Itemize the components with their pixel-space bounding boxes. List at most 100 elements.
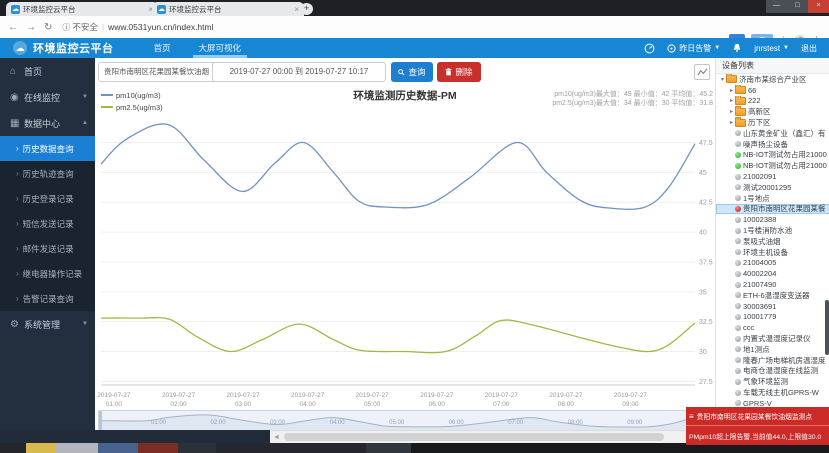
tree-item[interactable]: 21002091: [716, 171, 829, 182]
sidebar-item-data-center[interactable]: ▦ 数据中心 ▲: [0, 110, 95, 136]
taskbar-app-icon[interactable]: [216, 443, 366, 453]
tree-item[interactable]: 30003691: [716, 301, 829, 312]
taskbar-app-icon[interactable]: [56, 443, 98, 453]
tree-item[interactable]: 环境主机设备: [716, 247, 829, 258]
tree-item[interactable]: 气象环境监测: [716, 376, 829, 387]
folder-icon: [735, 84, 746, 95]
tree-expander-icon[interactable]: ▸: [729, 87, 733, 94]
site-favicon-icon: ☁: [157, 4, 166, 14]
tree-expander-icon[interactable]: ▸: [729, 109, 733, 116]
tree-item[interactable]: ▸ 高新区: [716, 106, 829, 117]
tree-item[interactable]: ▾ 济南市某综合产业区: [716, 74, 829, 85]
tree-item[interactable]: ▸ 222: [716, 95, 829, 107]
tree-item[interactable]: 40002204: [716, 268, 829, 279]
tree-item[interactable]: ▸ 历下区: [716, 117, 829, 128]
tree-item[interactable]: 21007490: [716, 279, 829, 290]
legend-item[interactable]: pm2.5(ug/m3): [101, 101, 163, 113]
sidebar-item-history-data-query[interactable]: › 历史数据查询: [0, 136, 95, 161]
tree-item[interactable]: 内置式温湿度记录仪: [716, 333, 829, 344]
minimize-button[interactable]: —: [766, 0, 787, 13]
sidebar-item-history-login-records[interactable]: › 历史登录记录: [0, 186, 95, 211]
tree-expander-icon[interactable]: ▾: [720, 76, 724, 83]
nav-big-screen[interactable]: 大屏可视化: [193, 38, 248, 58]
browser-tab-1[interactable]: ☁ 环境监控云平台 ×: [6, 2, 158, 16]
device-status-dot-gray: [735, 303, 741, 310]
chart-title: 环境监测历史数据-PM: [353, 90, 457, 102]
browser-tab-2[interactable]: ☁ 环境监控云平台 ×: [152, 2, 304, 16]
dashboard-gauge-icon[interactable]: [644, 43, 655, 54]
taskbar-app-icon[interactable]: [98, 443, 138, 453]
taskbar-app-icon[interactable]: [366, 443, 411, 453]
tree-item[interactable]: 地1测点: [716, 344, 829, 355]
delete-button[interactable]: 删除: [437, 62, 481, 82]
data-zoom-slider[interactable]: 01:00 02:00 03:00 04:00 05:00 06:00 07:00 08:00…: [98, 410, 712, 432]
chart-toolbox-line-icon[interactable]: [694, 64, 710, 80]
close-button[interactable]: ×: [808, 0, 829, 13]
sidebar-item-online-monitor[interactable]: ◉ 在线监控 ▼: [0, 84, 95, 110]
taskbar-app-icon[interactable]: [0, 443, 26, 453]
tree-item[interactable]: 1号地点: [716, 193, 829, 204]
scrollbar-thumb[interactable]: [284, 433, 664, 441]
sidebar-item-system-management[interactable]: ⚙ 系统管理 ▼: [0, 311, 95, 337]
tree-item[interactable]: 隆春广场电梯机房温湿度: [716, 355, 829, 366]
refresh-icon[interactable]: ↻: [44, 21, 53, 33]
tree-item[interactable]: ETH-6温湿度变送器: [716, 290, 829, 301]
tree-item[interactable]: NB-IOT测试勿占用21000: [716, 160, 829, 171]
taskbar-app-icon[interactable]: [178, 443, 216, 453]
maximize-button[interactable]: □: [787, 0, 808, 13]
series-stats-line: pm2.5(ug/m3)最大值：34 最小值：30 平均值：31.8: [552, 100, 713, 107]
tree-item[interactable]: 泵吸式油烟: [716, 236, 829, 247]
tree-item[interactable]: 车载无线主机GPRS-W: [716, 387, 829, 398]
tree-item[interactable]: GPRS-V: [716, 398, 829, 409]
tree-item[interactable]: 21004005: [716, 258, 829, 269]
yesterday-alerts-dropdown[interactable]: 昨日告警 ▼: [667, 43, 720, 54]
tree-item[interactable]: ▸ 66: [716, 84, 829, 96]
svg-text:06:00: 06:00: [449, 420, 465, 426]
tree-expander-icon[interactable]: ▸: [729, 120, 733, 127]
new-tab-button[interactable]: +: [300, 3, 313, 15]
sidebar-item-relay-operation-records[interactable]: › 继电器操作记录: [0, 261, 95, 286]
tree-item[interactable]: 10001779: [716, 312, 829, 323]
taskbar-app-icon[interactable]: [26, 443, 56, 453]
tree-scrollbar[interactable]: [825, 300, 829, 355]
site-security[interactable]: ⓘ 不安全 | www.0531yun.cn/index.html: [62, 21, 213, 33]
notification-bell-icon[interactable]: [732, 43, 742, 53]
svg-text:30: 30: [699, 349, 707, 356]
url-text[interactable]: www.0531yun.cn/index.html: [108, 22, 214, 32]
logout-button[interactable]: 退出: [801, 43, 817, 53]
sidebar-item-sms-send-records[interactable]: › 短信发送记录: [0, 211, 95, 236]
tree-item[interactable]: 测试20001295: [716, 182, 829, 193]
tree-item[interactable]: 10002388: [716, 214, 829, 225]
sidebar-item-email-send-records[interactable]: › 邮件发送记录: [0, 236, 95, 261]
user-menu[interactable]: jnrstest ▼: [754, 44, 789, 53]
tab-close-icon[interactable]: ×: [294, 4, 299, 14]
sidebar-item-home[interactable]: ⌂ 首页: [0, 58, 95, 84]
submenu-arrow-icon: ›: [16, 169, 19, 178]
tree-item[interactable]: 噪声扬尘设备: [716, 139, 829, 150]
tree-item[interactable]: 山东黄金矿业（鑫汇）有: [716, 128, 829, 139]
tree-item[interactable]: NB-IOT测试勿占用21000: [716, 150, 829, 161]
device-select[interactable]: 贵阳市南明区花果园某餐饮油烟 ▼: [98, 62, 225, 82]
tree-item[interactable]: 电商仓温湿度在线监测: [716, 366, 829, 377]
tree-item[interactable]: ccc: [716, 322, 829, 333]
query-button[interactable]: 查询: [391, 62, 433, 82]
back-icon[interactable]: ←: [8, 21, 18, 33]
series-stats-line: pm10(ug/m3)最大值：49 最小值：42 平均值：45.2: [554, 91, 713, 98]
tab-close-icon[interactable]: ×: [148, 4, 153, 14]
taskbar-app-icon[interactable]: [138, 443, 178, 453]
legend-item[interactable]: pm10(ug/m3): [101, 89, 163, 101]
date-range-input[interactable]: 2019-07-27 00:00 到 2019-07-27 10:17: [212, 62, 386, 82]
tab-title: 环境监控云平台: [169, 4, 222, 14]
folder-icon: [726, 74, 737, 84]
tree-item[interactable]: 1号楼消防水池: [716, 225, 829, 236]
forward-icon[interactable]: →: [26, 21, 36, 33]
scroll-left-arrow-icon[interactable]: ◄: [273, 434, 280, 441]
alert-toast[interactable]: ≡ 贵阳市南明区花果园某餐饮油烟监测点 PMpm10超上限告警,当前值44.0,…: [686, 407, 829, 445]
tree-item[interactable]: 贵阳市南明区花果园某餐: [716, 203, 829, 215]
sidebar-item-history-track-query[interactable]: › 历史轨迹查询: [0, 161, 95, 186]
tab-title: 环境监控云平台: [23, 4, 76, 14]
tree-expander-icon[interactable]: ▸: [729, 98, 733, 105]
tree-item-label: 高新区: [748, 107, 771, 117]
nav-home[interactable]: 首页: [153, 43, 171, 53]
sidebar-item-alert-records-query[interactable]: › 告警记录查询: [0, 286, 95, 311]
